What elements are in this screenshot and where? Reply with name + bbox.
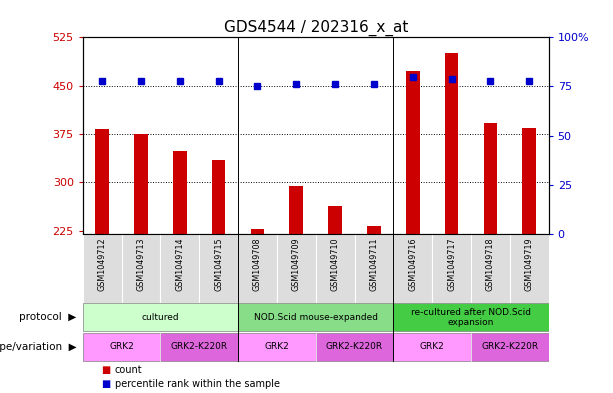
Text: GSM1049710: GSM1049710 [330,237,340,291]
Bar [522,128,536,234]
Text: ■: ■ [101,378,110,389]
Bar [394,234,432,303]
Bar [161,332,238,361]
Text: GSM1049712: GSM1049712 [97,237,107,291]
Text: genotype/variation  ▶: genotype/variation ▶ [0,342,77,352]
Text: GSM1049716: GSM1049716 [408,237,417,291]
Bar [289,185,303,234]
Bar [96,129,109,234]
Bar [316,332,394,361]
Text: protocol  ▶: protocol ▶ [20,312,77,322]
Bar [329,206,342,234]
Text: GSM1049708: GSM1049708 [253,237,262,291]
Bar [238,303,394,332]
Bar [83,332,161,361]
Bar [238,234,277,303]
Bar [121,234,161,303]
Text: GSM1049718: GSM1049718 [486,237,495,291]
Text: GSM1049714: GSM1049714 [175,237,185,291]
Text: GRK2: GRK2 [420,342,444,351]
Bar [471,234,510,303]
Bar [83,234,121,303]
Text: GSM1049711: GSM1049711 [370,237,378,291]
Bar [277,234,316,303]
Text: re-cultured after NOD.Scid
expansion: re-cultured after NOD.Scid expansion [411,308,531,327]
Text: GRK2-K220R: GRK2-K220R [170,342,228,351]
Bar [432,234,471,303]
Title: GDS4544 / 202316_x_at: GDS4544 / 202316_x_at [224,20,408,36]
Bar [173,151,186,234]
Bar [445,53,459,234]
Text: GRK2: GRK2 [264,342,289,351]
Bar [471,332,549,361]
Bar [367,226,381,234]
Bar [316,234,354,303]
Text: GRK2-K220R: GRK2-K220R [481,342,538,351]
Text: GSM1049709: GSM1049709 [292,237,301,291]
Bar [510,234,549,303]
Text: GSM1049717: GSM1049717 [447,237,456,291]
Bar [484,123,497,234]
Bar [212,160,226,234]
Bar [83,303,238,332]
Bar [394,303,549,332]
Bar [161,234,199,303]
Text: GRK2: GRK2 [109,342,134,351]
Text: count: count [115,365,142,375]
Bar [251,229,264,234]
Text: GRK2-K220R: GRK2-K220R [326,342,383,351]
Text: ■: ■ [101,365,110,375]
Bar [354,234,394,303]
Text: GSM1049719: GSM1049719 [525,237,534,291]
Bar [134,134,148,234]
Bar [394,332,471,361]
Bar [238,332,316,361]
Text: cultured: cultured [142,313,179,322]
Text: NOD.Scid mouse-expanded: NOD.Scid mouse-expanded [254,313,378,322]
Bar [406,72,419,234]
Text: GSM1049715: GSM1049715 [214,237,223,291]
Text: percentile rank within the sample: percentile rank within the sample [115,378,280,389]
Text: GSM1049713: GSM1049713 [137,237,145,291]
Bar [199,234,238,303]
